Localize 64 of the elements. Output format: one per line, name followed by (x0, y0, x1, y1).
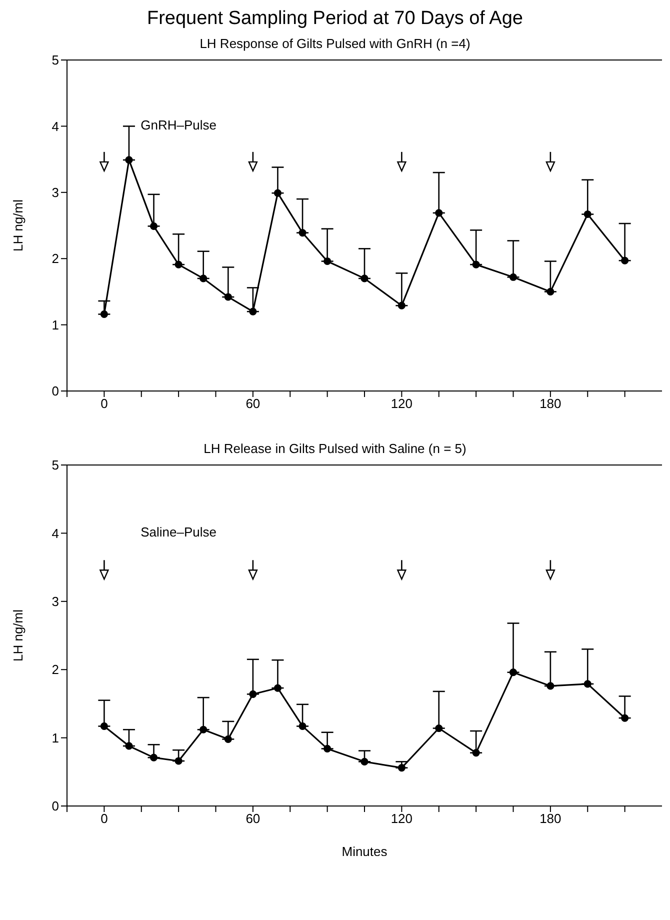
y-axis-title: LH ng/ml (10, 199, 26, 252)
x-tick-label: 180 (540, 396, 562, 412)
x-tick-label: 120 (390, 396, 413, 412)
annotation: GnRH–Pulse (140, 118, 216, 133)
point (435, 724, 443, 732)
point (298, 228, 306, 237)
point (584, 680, 592, 688)
point (360, 758, 368, 766)
x-tick-label: 60 (246, 811, 260, 826)
chart-subtitle: LH Response of Gilts Pulsed with GnRH (n =4) (198, 36, 472, 51)
x-tick-label: 60 (246, 396, 260, 412)
point (150, 222, 158, 230)
y-tick-label: 2 (52, 662, 59, 678)
point (200, 274, 208, 282)
point (224, 735, 232, 743)
x-tick-label: 120 (390, 811, 413, 826)
point (398, 302, 406, 310)
point (472, 260, 480, 268)
point (100, 722, 108, 730)
point (509, 273, 518, 281)
annotation: Saline–Pulse (140, 524, 217, 540)
point (472, 749, 480, 757)
point (274, 189, 282, 197)
point (274, 684, 282, 692)
y-tick-label: 5 (52, 458, 59, 473)
point (298, 722, 306, 730)
y-tick-label: 4 (52, 118, 59, 134)
point (398, 764, 406, 772)
x-axis-title: Minutes (342, 844, 388, 859)
point (150, 754, 158, 762)
y-tick-label: 3 (52, 185, 59, 200)
x-tick-label: 0 (100, 396, 108, 412)
point (360, 274, 368, 282)
x-tick-label: 0 (100, 811, 108, 826)
point (435, 209, 443, 217)
point (249, 690, 257, 698)
chart-subtitle: LH Release in Gilts Pulsed with Saline (n = 5) (202, 441, 468, 456)
point (509, 668, 518, 676)
point (584, 210, 592, 218)
y-tick-label: 5 (52, 52, 59, 68)
y-tick-label: 0 (52, 384, 59, 399)
y-tick-label: 1 (52, 730, 59, 746)
y-tick-label: 3 (52, 594, 59, 610)
point (546, 682, 554, 690)
point (249, 308, 257, 316)
point (621, 714, 629, 722)
y-tick-label: 2 (52, 251, 59, 266)
point (174, 757, 182, 765)
point (200, 726, 208, 734)
point (100, 310, 108, 318)
point (546, 288, 554, 296)
point (125, 156, 133, 164)
y-tick-label: 1 (52, 317, 59, 332)
x-tick-label: 180 (540, 811, 562, 826)
y-tick-label: 0 (52, 798, 59, 814)
y-tick-label: 4 (52, 526, 59, 541)
point (174, 260, 182, 268)
point (324, 257, 332, 266)
chart-title: Frequent Sampling Period at 70 Days of Age (146, 8, 524, 30)
point (324, 744, 332, 753)
point (125, 742, 133, 750)
y-axis-title: LH ng/ml (10, 609, 26, 662)
point (224, 293, 232, 301)
point (621, 256, 629, 264)
